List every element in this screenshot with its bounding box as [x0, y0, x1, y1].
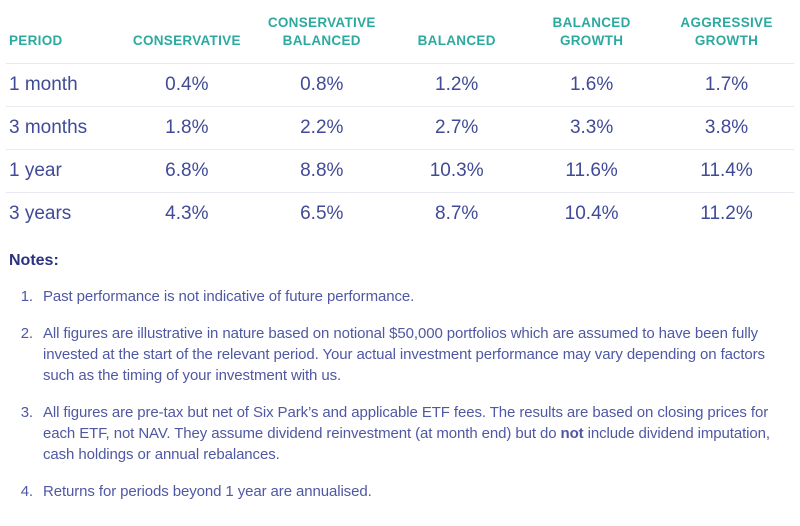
period-cell: 1 year [9, 160, 62, 181]
value-cell: 10.3% [429, 160, 484, 181]
performance-table: PERIOD CONSERVATIVE CONSERVATIVE BALANCED B… [6, 0, 794, 235]
note-text-segment: Returns for periods beyond 1 year are an… [43, 483, 372, 500]
value-cell: 3.3% [569, 117, 614, 138]
note-text-segment: Past performance is not indicative of fu… [43, 288, 415, 305]
note-number: 1. [20, 288, 33, 305]
notes-heading: Notes: [9, 252, 59, 269]
table-row: 3 years 4.3% 6.5% 8.7% 10.4% 11.2% [6, 192, 794, 236]
value-cell: 8.8% [300, 160, 344, 181]
column-header-conservative: CONSERVATIVE [132, 33, 241, 48]
note-text: Past performance is not indicative of fu… [43, 286, 414, 307]
column-header-period: PERIOD [9, 33, 63, 48]
value-cell: 6.5% [300, 203, 344, 224]
value-cell: 1.6% [569, 74, 614, 95]
value-cell: 11.4% [700, 160, 753, 181]
note-text: All figures are pre-tax but net of Six P… [43, 402, 791, 465]
table-header-row: PERIOD CONSERVATIVE CONSERVATIVE BALANCED B… [6, 0, 794, 64]
value-cell: 3.8% [704, 117, 749, 138]
note-item: 4. Returns for periods beyond 1 year are … [9, 481, 794, 502]
note-item: 3. All figures are pre-tax but net of Six… [9, 402, 794, 465]
value-cell: 0.8% [300, 74, 344, 95]
note-text: Returns for periods beyond 1 year are an… [43, 481, 372, 502]
note-text-segment: include dividend imputation, cash holdin… [43, 425, 770, 463]
column-header-balanced-growth: BALANCED GROWTH [552, 15, 631, 48]
table-row: 1 year 6.8% 8.8% 10.3% 11.6% 11.4% [6, 149, 794, 193]
value-cell: 4.3% [165, 203, 209, 224]
period-cell: 1 month [9, 74, 78, 95]
note-number: 2. [20, 325, 33, 342]
note-text-segment: All figures are illustrative in nature b… [43, 325, 765, 384]
table-row: 1 month 0.4% 0.8% 1.2% 1.6% 1.7% [6, 63, 794, 107]
table-body: 1 month 0.4% 0.8% 1.2% 1.6% 1.7% 3 months 1.8% 2… [6, 63, 794, 236]
table-row: 3 months 1.8% 2.2% 2.7% 3.3% 3.8% [6, 106, 794, 150]
column-header-balanced: BALANCED [417, 33, 496, 48]
note-item: 2. All figures are illustrative in nature… [9, 323, 794, 386]
note-number: 3. [20, 404, 33, 421]
note-text-segment: All figures are pre-tax but net of Six P… [43, 404, 769, 442]
value-cell: 1.8% [165, 117, 209, 138]
value-cell: 1.7% [704, 74, 749, 95]
value-cell: 0.4% [165, 74, 209, 95]
value-cell: 1.2% [435, 74, 479, 95]
value-cell: 11.2% [700, 203, 753, 224]
period-cell: 3 years [9, 203, 72, 224]
notes-list: 1. Past performance is not indicative of … [9, 286, 794, 502]
table-header: PERIOD CONSERVATIVE CONSERVATIVE BALANCED B… [6, 0, 794, 64]
value-cell: 8.7% [435, 203, 479, 224]
note-item: 1. Past performance is not indicative of … [9, 286, 794, 307]
column-header-conservative-balanced: CONSERVATIVE BALANCED [267, 15, 376, 48]
value-cell: 2.2% [300, 117, 344, 138]
performance-page: PERIOD CONSERVATIVE CONSERVATIVE BALANCED B… [6, 0, 794, 502]
value-cell: 10.4% [564, 203, 619, 224]
note-number: 4. [20, 483, 33, 500]
note-text-segment: not [560, 425, 584, 442]
value-cell: 6.8% [165, 160, 209, 181]
column-header-aggressive-growth: AGGRESSIVE GROWTH [680, 15, 773, 48]
note-text: All figures are illustrative in nature b… [43, 323, 791, 386]
value-cell: 11.6% [565, 160, 618, 181]
value-cell: 2.7% [435, 117, 479, 138]
period-cell: 3 months [9, 117, 88, 138]
notes-section: Notes: 1. Past performance is not indicat… [6, 252, 794, 502]
